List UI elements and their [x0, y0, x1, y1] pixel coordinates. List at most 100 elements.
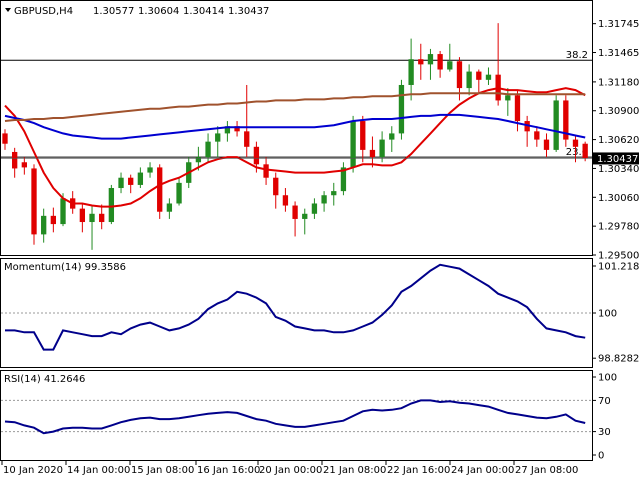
candle-body	[157, 167, 163, 212]
candle-body	[79, 208, 86, 223]
price-tick-label: 1.31465	[598, 48, 639, 59]
candle-body	[99, 213, 105, 223]
rsi-tick-label: 100	[598, 373, 617, 384]
moving-average-line	[4, 113, 586, 140]
time-tick-label: 16 Jan 16:00	[197, 465, 260, 476]
candle-body	[340, 167, 347, 192]
candle-body	[379, 139, 385, 158]
candle-body	[41, 215, 47, 235]
collapse-triangle-icon[interactable]	[5, 8, 11, 12]
candle-body	[108, 188, 115, 223]
candle-body	[60, 198, 66, 225]
candle-body	[118, 177, 124, 189]
candle-body	[224, 126, 231, 134]
momentum-tick-label: 98.8282	[598, 354, 639, 365]
candle-body	[505, 95, 511, 101]
candle-body	[205, 141, 211, 158]
candle-body	[253, 146, 260, 165]
candle-body	[12, 151, 18, 169]
time-tick-label: 21 Jan 08:00	[323, 465, 386, 476]
momentum-group: Momentum(14) 99.3586 101.2185 100 98.8282	[1, 262, 640, 365]
current-price-box	[593, 152, 639, 165]
candle-body	[215, 133, 221, 142]
candle-body	[456, 61, 463, 89]
candle-body	[2, 133, 8, 144]
candle-body	[234, 126, 240, 132]
candle-body	[514, 95, 521, 122]
price-tick-label: 1.29780	[598, 222, 639, 233]
price-tick-label: 1.30340	[598, 164, 639, 175]
candle-body	[137, 172, 144, 185]
price-tick-label: 1.30060	[598, 193, 639, 204]
current-price-label: 1.30437	[597, 154, 638, 165]
candle-body	[302, 213, 308, 219]
candle-body	[466, 71, 472, 89]
time-tick-label: 15 Jan 08:00	[131, 465, 194, 476]
momentum-title: Momentum(14) 99.3586	[4, 262, 126, 273]
candle-body	[195, 157, 202, 163]
moving-average-line	[4, 87, 586, 208]
candle-body	[563, 100, 569, 140]
candle-body	[437, 54, 443, 70]
fibonacci-level-label: 23.6	[566, 147, 588, 158]
rsi-group: RSI(14) 41.2646 100 70 30 0	[1, 373, 617, 462]
header-open: 1.30577	[93, 6, 134, 17]
candles-group	[2, 23, 588, 250]
header-low: 1.30414	[183, 6, 224, 17]
main-pane-frame	[0, 0, 593, 256]
candle-body	[128, 177, 134, 185]
candle-body	[418, 59, 424, 65]
time-tick-label: 14 Jan 00:00	[67, 465, 130, 476]
time-tick-label: 24 Jan 00:00	[451, 465, 514, 476]
candle-body	[553, 100, 559, 150]
moving-average-line	[4, 92, 586, 122]
rsi-tick-label: 0	[598, 451, 604, 462]
rsi-pane-frame	[0, 370, 593, 461]
time-tick-label: 22 Jan 16:00	[387, 465, 450, 476]
price-tick-label: 1.30620	[598, 135, 639, 146]
time-axis: 10 Jan 2020 14 Jan 00:00 15 Jan 08:00 16 Ja…	[1, 461, 578, 476]
candle-body	[582, 143, 588, 159]
candle-body	[331, 191, 337, 196]
price-tick-label: 1.31745	[598, 19, 639, 30]
moving-averages-group	[4, 87, 586, 208]
momentum-line	[5, 263, 586, 351]
candle-body	[534, 131, 540, 140]
candle-body	[360, 121, 366, 150]
candle-body	[321, 195, 327, 204]
candle-body	[485, 74, 492, 80]
candle-body	[427, 54, 434, 65]
candle-body	[476, 71, 482, 80]
header-symbol: GBPUSD,H4	[14, 6, 73, 17]
momentum-tick-label: 101.2185	[598, 262, 640, 273]
candle-body	[369, 149, 376, 158]
price-tick-label: 1.31180	[598, 77, 639, 88]
candle-body	[21, 162, 27, 168]
candle-body	[89, 213, 95, 223]
price-tick-label: 1.29500	[598, 251, 639, 262]
candle-body	[447, 61, 453, 70]
time-tick-label: 27 Jan 08:00	[515, 465, 578, 476]
candle-body	[263, 164, 269, 178]
price-axis: 1.31745 1.31465 1.31180 1.30900 1.30620 1.303…	[1, 19, 639, 262]
time-tick-label: 10 Jan 2020	[3, 465, 63, 476]
rsi-line	[4, 399, 586, 435]
rsi-tick-label: 30	[598, 427, 611, 438]
price-tick-label: 1.30900	[598, 106, 639, 117]
candle-body	[147, 167, 153, 173]
candle-body	[176, 182, 182, 204]
candle-body	[543, 139, 550, 150]
candle-body	[273, 177, 279, 196]
candle-body	[282, 195, 289, 206]
candle-body	[50, 215, 57, 225]
rsi-title: RSI(14) 41.2646	[4, 374, 85, 385]
candle-body	[311, 203, 318, 214]
candle-body	[350, 121, 356, 168]
candle-body	[572, 139, 579, 147]
candle-body	[166, 203, 173, 212]
candle-body	[389, 133, 395, 140]
main-level-lines: 38.2 23.6	[1, 50, 592, 158]
candle-body	[292, 205, 298, 219]
